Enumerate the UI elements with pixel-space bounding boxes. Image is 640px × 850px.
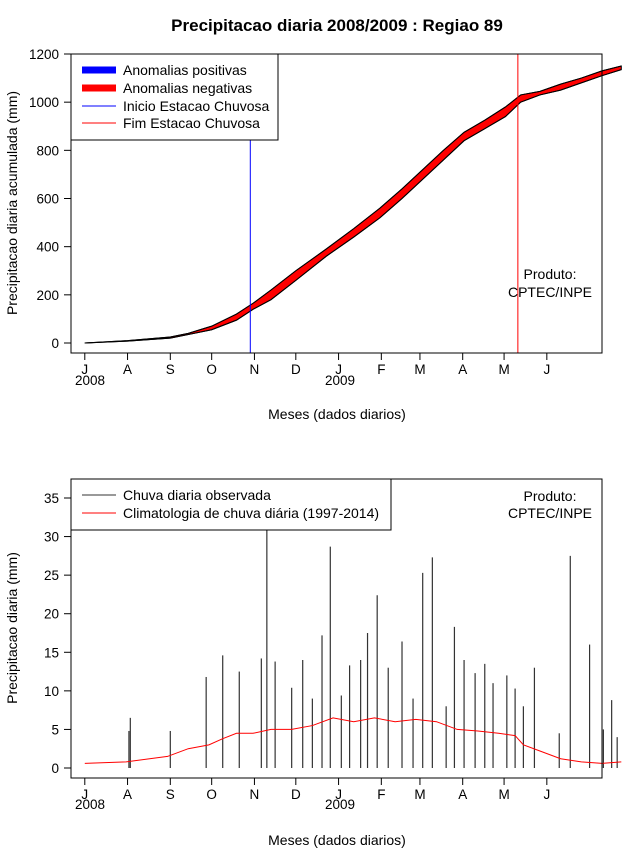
x-tick-label: M [414, 362, 425, 377]
legend-label-season-start: Inicio Estacao Chuvosa [123, 98, 270, 114]
top-y-axis-label: Precipitacao diaria acumulada (mm) [4, 91, 20, 315]
y-tick-label: 200 [36, 288, 59, 303]
top-y-axis: 0 200 400 600 800 1000 1200 [29, 47, 71, 351]
top-product-label: Produto: [524, 266, 577, 282]
x-tick-label: O [206, 787, 217, 802]
y-tick-label: 35 [44, 491, 59, 506]
bottom-x-axis-label: Meses (dados diarios) [268, 832, 406, 848]
x-tick-label: A [458, 787, 467, 802]
y-tick-label: 15 [44, 645, 59, 660]
top-year-label-2008: 2008 [75, 373, 105, 388]
y-tick-label: 1200 [29, 47, 59, 62]
y-tick-label: 600 [36, 192, 59, 207]
x-tick-label: D [291, 787, 301, 802]
legend-label-observed: Chuva diaria observada [123, 487, 271, 503]
observed-bars-layer [128, 528, 618, 768]
legend-label-season-end: Fim Estacao Chuvosa [123, 115, 260, 131]
x-tick-label: M [498, 362, 509, 377]
legend-label-climatology: Climatologia de chuva diária (1997-2014) [123, 505, 379, 521]
x-tick-label: N [250, 787, 260, 802]
x-tick-label: A [123, 787, 132, 802]
x-tick-label: S [166, 362, 175, 377]
x-tick-label: J [543, 787, 550, 802]
bottom-legend-box [70, 478, 392, 531]
y-tick-label: 1000 [29, 95, 59, 110]
y-tick-label: 25 [44, 568, 59, 583]
x-tick-label: J [543, 362, 550, 377]
legend-label-negative: Anomalias negativas [123, 80, 252, 96]
observed-cumulative-line [84, 69, 622, 344]
y-tick-label: 30 [44, 530, 59, 545]
x-tick-label: S [166, 787, 175, 802]
x-tick-label: J [81, 787, 88, 802]
x-tick-label: J [335, 362, 342, 377]
y-tick-label: 400 [36, 240, 59, 255]
y-tick-label: 5 [51, 722, 59, 737]
bottom-legend: Chuva diaria observada Climatologia de c… [70, 478, 392, 531]
legend-label-positive: Anomalias positivas [123, 62, 247, 78]
climatology-line [84, 717, 622, 764]
y-tick-label: 800 [36, 143, 59, 158]
climatology-cumulative-line [84, 65, 622, 344]
anomaly-area-layer [84, 65, 622, 344]
x-tick-label: M [414, 787, 425, 802]
bottom-y-axis: 0 5 10 15 20 25 30 35 [44, 491, 71, 776]
y-tick-label: 20 [44, 607, 59, 622]
x-tick-label: F [377, 362, 385, 377]
y-tick-label: 0 [51, 336, 59, 351]
bottom-y-axis-label: Precipitacao diaria (mm) [4, 552, 20, 704]
top-product-source: CPTEC/INPE [508, 284, 592, 300]
chart-title: Precipitacao diaria 2008/2009 : Regiao 8… [171, 16, 503, 35]
x-tick-label: J [335, 787, 342, 802]
bottom-product-label: Produto: [524, 488, 577, 504]
x-tick-label: O [206, 362, 217, 377]
x-tick-label: F [377, 787, 385, 802]
bottom-year-label-2008: 2008 [75, 797, 105, 812]
x-tick-label: N [250, 362, 260, 377]
top-year-label-2009: 2009 [325, 373, 355, 388]
bottom-product-source: CPTEC/INPE [508, 505, 592, 521]
x-tick-label: D [291, 362, 301, 377]
x-tick-label: A [458, 362, 467, 377]
top-legend: Anomalias positivas Anomalias negativas … [70, 53, 279, 141]
y-tick-label: 10 [44, 684, 59, 699]
x-tick-label: A [123, 362, 132, 377]
climatology-layer [84, 717, 622, 764]
x-tick-label: J [81, 362, 88, 377]
season-lines-layer [249, 54, 519, 353]
daily-precip-chart: 0 5 10 15 20 25 30 35 J A S O N D J F M A M J 2008 2009 Me… [4, 478, 622, 848]
bottom-year-label-2009: 2009 [325, 797, 355, 812]
top-x-axis-label: Meses (dados diarios) [268, 406, 406, 422]
x-tick-label: M [498, 787, 509, 802]
y-tick-label: 0 [51, 761, 59, 776]
